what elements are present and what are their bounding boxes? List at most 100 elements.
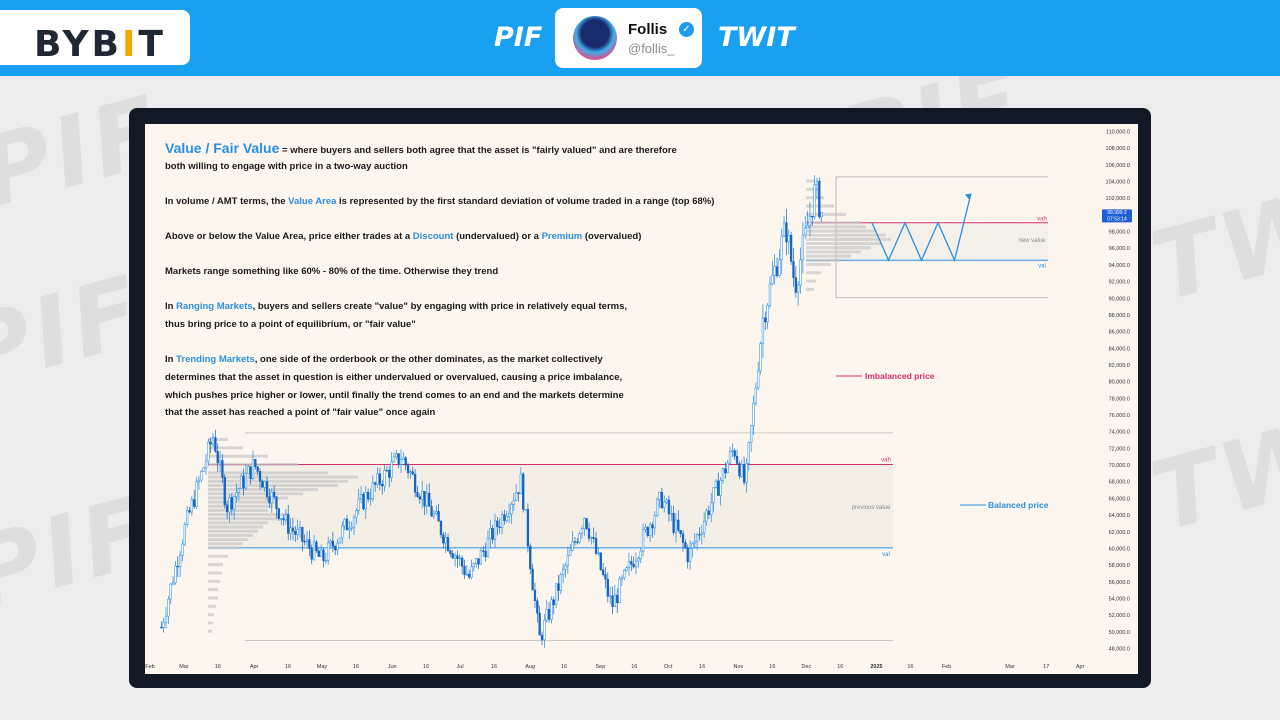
price-tick-label: 56,000.0 [1109,580,1130,586]
candle-body [820,212,823,218]
date-tick-label: 16 [769,664,775,670]
candle-body [606,578,609,597]
candle-body [247,466,250,475]
value-area-highlight: Value Area [288,196,337,207]
candle-body [160,626,163,629]
candle-body [785,222,788,243]
volume-profile-bar [208,504,273,508]
candle-body [630,561,633,565]
candle-body [557,583,560,591]
candle-body [423,490,426,507]
candle-body [651,524,654,529]
candle-body [294,530,297,535]
candle-body [195,481,198,507]
candle-body [376,473,379,485]
candle-body [745,463,748,483]
candle-body [284,514,288,521]
candle-body [216,451,219,464]
text-fragment: In volume / AMT terms, the [165,196,289,207]
price-tick-label: 92,000.0 [1109,280,1130,286]
price-tick-label: 52,000.0 [1109,613,1130,619]
price-tick-label: 58,000.0 [1109,563,1130,569]
volume-profile-bar [806,233,886,237]
candle-body [719,480,722,496]
candle-body [536,600,539,614]
volume-profile-bar [208,525,263,529]
candle-body [693,541,696,544]
candle-body [169,583,172,600]
candle-body [679,530,682,535]
candle-body [740,464,743,477]
candle-body [714,480,718,488]
candle-body [700,532,703,535]
candle-body [632,563,635,568]
price-tick-label: 88,000.0 [1109,313,1130,319]
candle-body [470,566,473,578]
text-line-2: both willing to engage with price in a t… [165,161,408,172]
text-line-11: that the asset has reached a point of "f… [165,407,436,418]
candle-body [752,402,755,426]
date-tick-label: Nov [734,664,744,670]
candle-body [265,481,269,497]
candle-body [411,471,414,475]
candle-body [728,451,732,464]
candle-body [529,545,532,570]
profile-card[interactable]: Follis ✓ @follis_ [555,8,702,68]
candle-body [782,222,786,237]
candle-body [237,488,241,493]
candle-body [453,555,457,559]
candle-body [277,508,280,520]
volume-profile-bar [208,517,278,521]
volume-profile-bar [806,237,891,241]
candle-body [773,266,776,276]
candle-body [425,492,429,507]
volume-profile-bar [806,287,814,291]
candle-body [322,549,325,561]
candle-body [272,491,276,498]
candle-body [444,537,447,544]
candle-body [162,622,165,628]
date-tick-label: May [317,664,328,670]
volume-profile-bar [806,179,814,183]
candle-body [648,524,652,536]
volume-profile-bar [208,471,328,475]
candle-body [406,465,410,474]
candle-body [540,634,544,641]
candle-body [275,496,278,509]
candle-body [270,491,273,504]
candle-body [334,546,337,551]
candle-body [754,387,758,404]
date-tick-label: 16 [837,664,843,670]
candle-body [486,537,490,558]
date-tick-label: 17 [1043,664,1049,670]
candle-body [451,553,454,559]
volume-profile-bar [208,571,222,575]
candle-body [249,466,252,479]
date-tick-label: Apr [1076,664,1085,670]
candle-body [625,567,628,571]
upper-val-label: val [1038,263,1046,269]
volume-profile-bar [208,629,212,633]
volume-profile-bar [806,246,871,250]
candle-body [392,456,396,463]
candle-body [200,471,203,481]
candle-body [620,577,624,580]
candle-body [496,520,499,528]
candle-body [670,513,673,515]
candle-body [601,569,605,575]
candle-body [571,541,574,551]
volume-profile-bar [208,621,213,625]
candle-body [329,540,332,544]
candle-body [818,180,821,218]
candle-body [801,234,805,261]
candle-body [688,548,692,563]
candle-body [641,529,645,552]
candle-body [228,497,231,513]
candle-body [691,542,694,549]
candle-body [766,305,769,323]
candle-body [564,565,567,570]
candle-body [193,499,196,507]
candle-body [674,519,678,533]
volume-profile-bar [208,446,243,450]
candle-body [352,516,356,528]
